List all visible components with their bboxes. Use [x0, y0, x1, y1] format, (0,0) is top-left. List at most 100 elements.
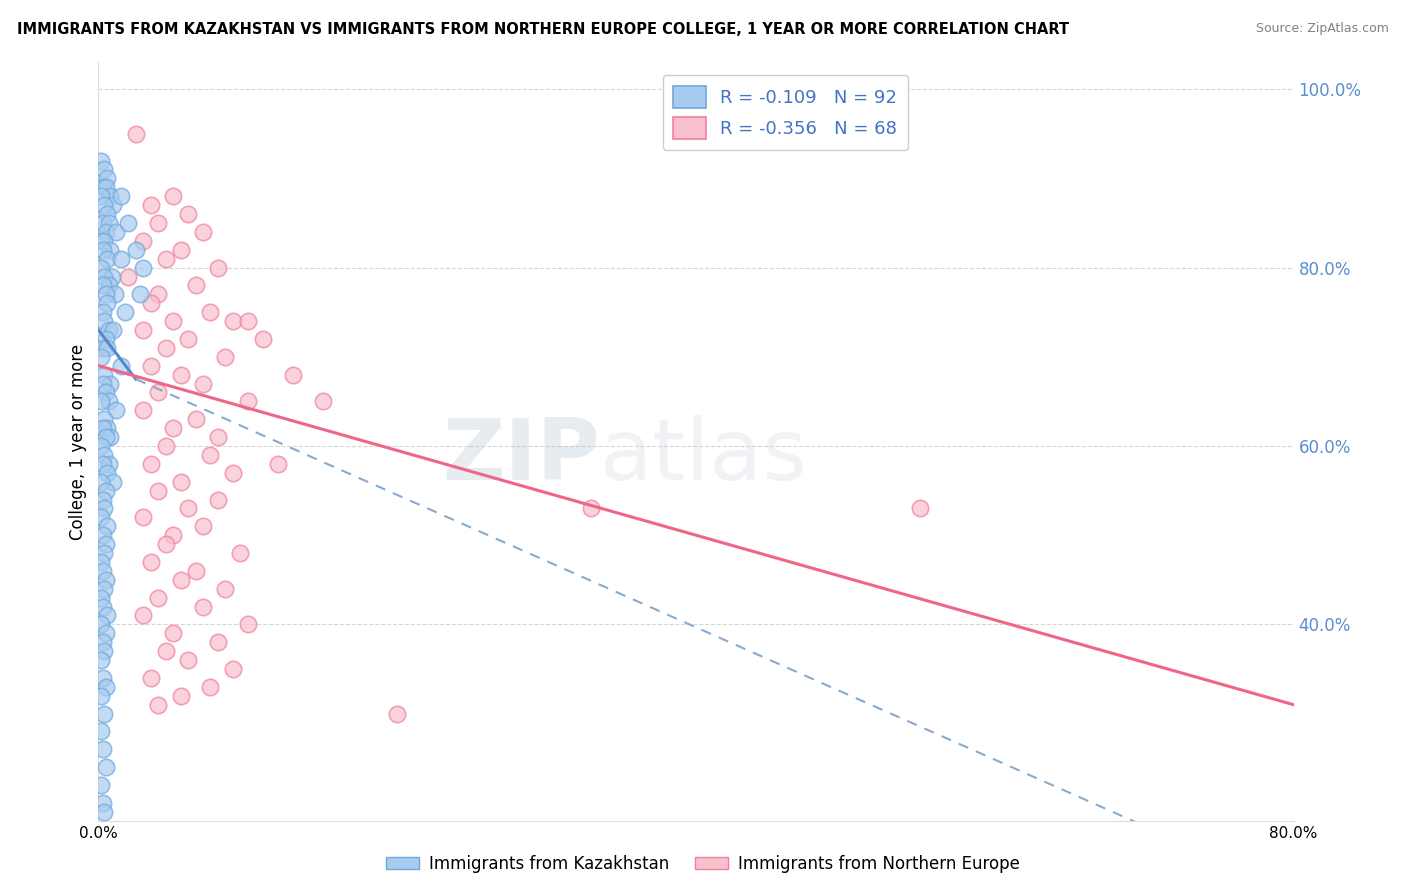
Point — [96, 171, 118, 186]
Point — [132, 260, 155, 275]
Point — [90, 153, 112, 168]
Point — [94, 626, 117, 640]
Point — [139, 198, 162, 212]
Point — [94, 680, 117, 694]
Y-axis label: College, 1 year or more: College, 1 year or more — [69, 343, 87, 540]
Point — [311, 394, 333, 409]
Legend: R = -0.109   N = 92, R = -0.356   N = 68: R = -0.109 N = 92, R = -0.356 N = 68 — [662, 75, 908, 150]
Point — [94, 430, 117, 444]
Point — [155, 644, 177, 658]
Point — [93, 162, 115, 177]
Point — [162, 314, 184, 328]
Point — [236, 394, 259, 409]
Point — [91, 305, 114, 319]
Point — [184, 412, 207, 426]
Point — [132, 323, 155, 337]
Point — [90, 260, 112, 275]
Point — [90, 591, 112, 605]
Point — [252, 332, 274, 346]
Point — [91, 457, 114, 471]
Point — [97, 457, 120, 471]
Point — [91, 341, 114, 355]
Point — [184, 564, 207, 578]
Point — [101, 269, 124, 284]
Point — [94, 760, 117, 774]
Point — [98, 243, 122, 257]
Text: atlas: atlas — [600, 415, 808, 499]
Point — [114, 305, 136, 319]
Point — [91, 671, 114, 685]
Point — [93, 706, 115, 721]
Point — [90, 394, 112, 409]
Point — [94, 573, 117, 587]
Point — [155, 439, 177, 453]
Point — [94, 225, 117, 239]
Point — [91, 635, 114, 649]
Point — [207, 635, 229, 649]
Point — [110, 252, 132, 266]
Point — [132, 234, 155, 248]
Point — [132, 608, 155, 623]
Text: ZIP: ZIP — [443, 415, 600, 499]
Point — [91, 796, 114, 810]
Point — [98, 189, 122, 203]
Point — [93, 805, 115, 819]
Point — [385, 706, 409, 721]
Point — [236, 617, 259, 632]
Point — [91, 564, 114, 578]
Point — [191, 376, 214, 391]
Point — [96, 466, 118, 480]
Point — [169, 368, 191, 382]
Point — [139, 296, 162, 310]
Point — [91, 492, 114, 507]
Point — [148, 287, 170, 301]
Point — [139, 555, 162, 569]
Point — [207, 492, 229, 507]
Point — [148, 385, 170, 400]
Point — [96, 252, 118, 266]
Point — [103, 198, 125, 212]
Point — [91, 421, 114, 435]
Point — [93, 198, 115, 212]
Point — [90, 724, 112, 739]
Point — [139, 671, 162, 685]
Point — [908, 501, 931, 516]
Point — [94, 287, 117, 301]
Point — [207, 430, 229, 444]
Point — [117, 269, 139, 284]
Point — [162, 626, 184, 640]
Point — [110, 189, 132, 203]
Point — [93, 644, 115, 658]
Point — [281, 368, 304, 382]
Point — [162, 189, 184, 203]
Point — [169, 689, 191, 703]
Point — [148, 216, 170, 230]
Point — [93, 546, 115, 560]
Point — [155, 537, 177, 551]
Point — [267, 457, 290, 471]
Point — [94, 332, 117, 346]
Point — [162, 528, 184, 542]
Point — [93, 269, 115, 284]
Point — [129, 287, 152, 301]
Point — [94, 483, 117, 498]
Point — [93, 501, 115, 516]
Point — [214, 350, 236, 364]
Point — [96, 608, 118, 623]
Point — [200, 448, 222, 462]
Legend: Immigrants from Kazakhstan, Immigrants from Northern Europe: Immigrants from Kazakhstan, Immigrants f… — [380, 848, 1026, 880]
Point — [117, 216, 139, 230]
Point — [96, 421, 118, 435]
Point — [105, 225, 128, 239]
Point — [91, 216, 114, 230]
Point — [177, 207, 200, 221]
Point — [103, 475, 125, 489]
Point — [98, 376, 122, 391]
Text: Source: ZipAtlas.com: Source: ZipAtlas.com — [1256, 22, 1389, 36]
Point — [96, 296, 118, 310]
Point — [94, 180, 117, 194]
Point — [222, 314, 245, 328]
Point — [148, 591, 170, 605]
Point — [177, 653, 200, 667]
Point — [98, 430, 122, 444]
